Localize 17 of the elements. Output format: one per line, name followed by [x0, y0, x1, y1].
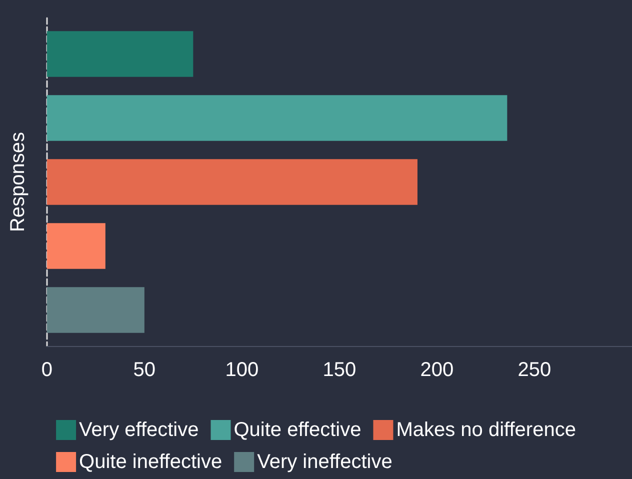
- bar: [46, 95, 508, 141]
- x-tick-label: 100: [225, 359, 259, 381]
- legend-label: Quite ineffective: [79, 451, 222, 473]
- legend-label: Makes no difference: [396, 419, 576, 441]
- legend-label: Quite effective: [234, 419, 362, 441]
- bar: [46, 159, 418, 205]
- bar: [46, 287, 144, 333]
- legend-label: Very effective: [79, 419, 199, 441]
- x-tick-label: 50: [133, 359, 156, 381]
- bar: [46, 223, 106, 269]
- x-tick-label: 200: [420, 359, 454, 381]
- y-axis-title: Responses: [7, 132, 29, 232]
- bar: [46, 31, 194, 77]
- x-tick-label: 150: [322, 359, 356, 381]
- x-tick-label: 250: [518, 359, 552, 381]
- legend-label: Very ineffective: [257, 451, 392, 473]
- x-tick-label: 0: [41, 359, 52, 381]
